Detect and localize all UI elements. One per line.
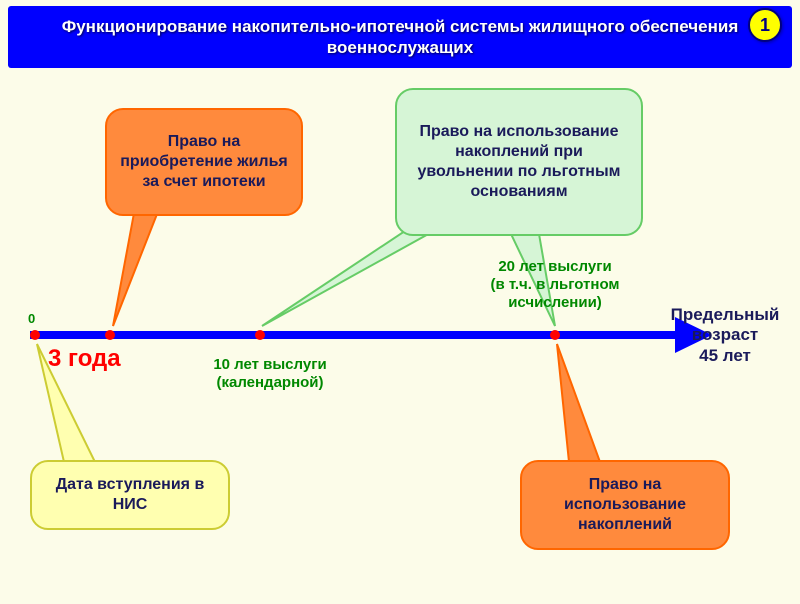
callout-2-text: Право на использование накоплений при ув…	[409, 122, 629, 202]
page-root: Функционирование накопительно-ипотечной …	[0, 0, 800, 604]
callout-1-text: Право на приобретение жилья за счет ипот…	[119, 132, 289, 192]
callout-2: Право на использование накоплений при ув…	[395, 88, 643, 236]
page-number-badge: 1	[748, 8, 782, 42]
callout-4: Право на использование накоплений	[520, 460, 730, 550]
twenty-years-l1: 20 лет выслуги	[498, 258, 611, 275]
callout-1: Право на приобретение жилья за счет ипот…	[105, 108, 303, 216]
three-years-label: 3 года	[48, 345, 121, 373]
callout-4-pointer	[557, 344, 600, 462]
ten-years-l1: 10 лет выслуги	[213, 356, 326, 373]
callout-3: Дата вступления в НИС	[30, 460, 230, 530]
limit-age-label: Предельный возраст 45 лет	[660, 305, 790, 366]
point-3yr	[105, 330, 115, 340]
twenty-years-label: 20 лет выслуги (в т.ч. в льготном исчисл…	[460, 258, 650, 312]
zero-label: 0	[28, 311, 35, 326]
point-0	[30, 330, 40, 340]
limit-age-l1: Предельный	[671, 305, 780, 324]
point-20yr	[550, 330, 560, 340]
limit-age-l3: 45 лет	[699, 346, 751, 365]
ten-years-l2: (календарной)	[216, 374, 323, 391]
page-number: 1	[760, 15, 770, 36]
callout-3-text: Дата вступления в НИС	[44, 475, 216, 515]
callout-4-text: Право на использование накоплений	[534, 475, 716, 535]
twenty-years-l2: (в т.ч. в льготном исчислении)	[490, 276, 619, 311]
header-bar: Функционирование накопительно-ипотечной …	[8, 6, 792, 68]
ten-years-label: 10 лет выслуги (календарной)	[190, 356, 350, 392]
limit-age-l2: возраст	[692, 325, 758, 344]
header-title: Функционирование накопительно-ипотечной …	[58, 16, 742, 59]
point-10yr	[255, 330, 265, 340]
